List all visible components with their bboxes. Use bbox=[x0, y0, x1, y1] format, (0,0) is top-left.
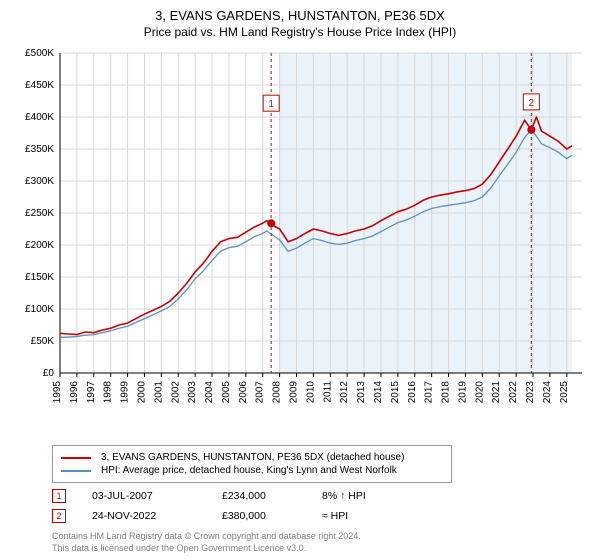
svg-text:2014: 2014 bbox=[373, 381, 384, 404]
svg-text:2005: 2005 bbox=[221, 381, 232, 404]
title-address: 3, EVANS GARDENS, HUNSTANTON, PE36 5DX bbox=[10, 8, 590, 23]
chart-svg: £0 £50K £100K £150K £200K £250K £300K £350K £400… bbox=[10, 47, 590, 439]
svg-text:2015: 2015 bbox=[390, 381, 401, 404]
svg-text:1995: 1995 bbox=[52, 381, 63, 404]
legend-label: HPI: Average price, detached house, King… bbox=[101, 465, 397, 476]
sale-compare: 8% ↑ HPI bbox=[322, 490, 402, 502]
svg-text:2008: 2008 bbox=[272, 381, 283, 404]
svg-text:2: 2 bbox=[529, 98, 535, 109]
legend-item: 3, EVANS GARDENS, HUNSTANTON, PE36 5DX (… bbox=[61, 451, 443, 464]
sale-compare: ≈ HPI bbox=[322, 510, 402, 522]
figure: 3, EVANS GARDENS, HUNSTANTON, PE36 5DX P… bbox=[0, 0, 600, 560]
svg-text:2021: 2021 bbox=[491, 381, 502, 404]
svg-text:2019: 2019 bbox=[457, 381, 468, 404]
svg-text:£150K: £150K bbox=[25, 272, 54, 283]
svg-text:£250K: £250K bbox=[25, 208, 54, 219]
svg-text:£300K: £300K bbox=[25, 176, 54, 187]
svg-text:£500K: £500K bbox=[25, 48, 54, 59]
svg-text:2024: 2024 bbox=[542, 381, 553, 404]
sale-date: 24-NOV-2022 bbox=[92, 510, 222, 522]
svg-text:2006: 2006 bbox=[238, 381, 249, 404]
svg-text:2012: 2012 bbox=[339, 381, 350, 404]
chart: £0 £50K £100K £150K £200K £250K £300K £350K £400… bbox=[10, 47, 590, 439]
sale-price: £380,000 bbox=[222, 510, 322, 522]
svg-text:1999: 1999 bbox=[120, 381, 131, 404]
svg-text:2007: 2007 bbox=[255, 381, 266, 404]
sale-date: 03-JUL-2007 bbox=[92, 490, 222, 502]
svg-text:£400K: £400K bbox=[25, 112, 54, 123]
legend: 3, EVANS GARDENS, HUNSTANTON, PE36 5DX (… bbox=[52, 445, 452, 483]
svg-text:1996: 1996 bbox=[69, 381, 80, 404]
sale-row: 2 24-NOV-2022 £380,000 ≈ HPI bbox=[52, 509, 590, 523]
svg-text:1998: 1998 bbox=[103, 381, 114, 404]
svg-text:2018: 2018 bbox=[441, 381, 452, 404]
sale-badge: 1 bbox=[52, 489, 66, 503]
svg-text:2022: 2022 bbox=[508, 381, 519, 404]
svg-text:£100K: £100K bbox=[25, 304, 54, 315]
svg-text:2013: 2013 bbox=[356, 381, 367, 404]
legend-label: 3, EVANS GARDENS, HUNSTANTON, PE36 5DX (… bbox=[101, 452, 404, 463]
svg-text:2020: 2020 bbox=[474, 381, 485, 404]
svg-text:£0: £0 bbox=[43, 368, 55, 379]
svg-text:2002: 2002 bbox=[170, 381, 181, 404]
svg-text:2025: 2025 bbox=[559, 381, 570, 404]
sale-row: 1 03-JUL-2007 £234,000 8% ↑ HPI bbox=[52, 489, 590, 503]
footnote: Contains HM Land Registry data © Crown c… bbox=[52, 531, 590, 554]
svg-text:£200K: £200K bbox=[25, 240, 54, 251]
svg-text:2011: 2011 bbox=[322, 381, 333, 403]
svg-text:2017: 2017 bbox=[424, 381, 435, 404]
footnote-line: This data is licensed under the Open Gov… bbox=[52, 543, 590, 555]
sale-price: £234,000 bbox=[222, 490, 322, 502]
svg-text:£50K: £50K bbox=[31, 336, 55, 347]
svg-text:2016: 2016 bbox=[407, 381, 418, 404]
legend-item: HPI: Average price, detached house, King… bbox=[61, 464, 443, 477]
svg-text:2000: 2000 bbox=[136, 381, 147, 404]
svg-text:1997: 1997 bbox=[86, 381, 97, 404]
svg-text:2010: 2010 bbox=[305, 381, 316, 404]
title-subtitle: Price paid vs. HM Land Registry's House … bbox=[10, 25, 590, 39]
svg-text:£350K: £350K bbox=[25, 144, 54, 155]
svg-text:2009: 2009 bbox=[289, 381, 300, 404]
legend-swatch bbox=[61, 457, 91, 459]
footnote-line: Contains HM Land Registry data © Crown c… bbox=[52, 531, 590, 543]
svg-text:2004: 2004 bbox=[204, 381, 215, 404]
svg-text:£450K: £450K bbox=[25, 80, 54, 91]
sale-badge: 2 bbox=[52, 509, 66, 523]
svg-text:2023: 2023 bbox=[525, 381, 536, 404]
svg-text:2001: 2001 bbox=[153, 381, 164, 404]
svg-text:1: 1 bbox=[268, 99, 274, 110]
legend-swatch bbox=[61, 470, 91, 472]
svg-text:2003: 2003 bbox=[187, 381, 198, 404]
